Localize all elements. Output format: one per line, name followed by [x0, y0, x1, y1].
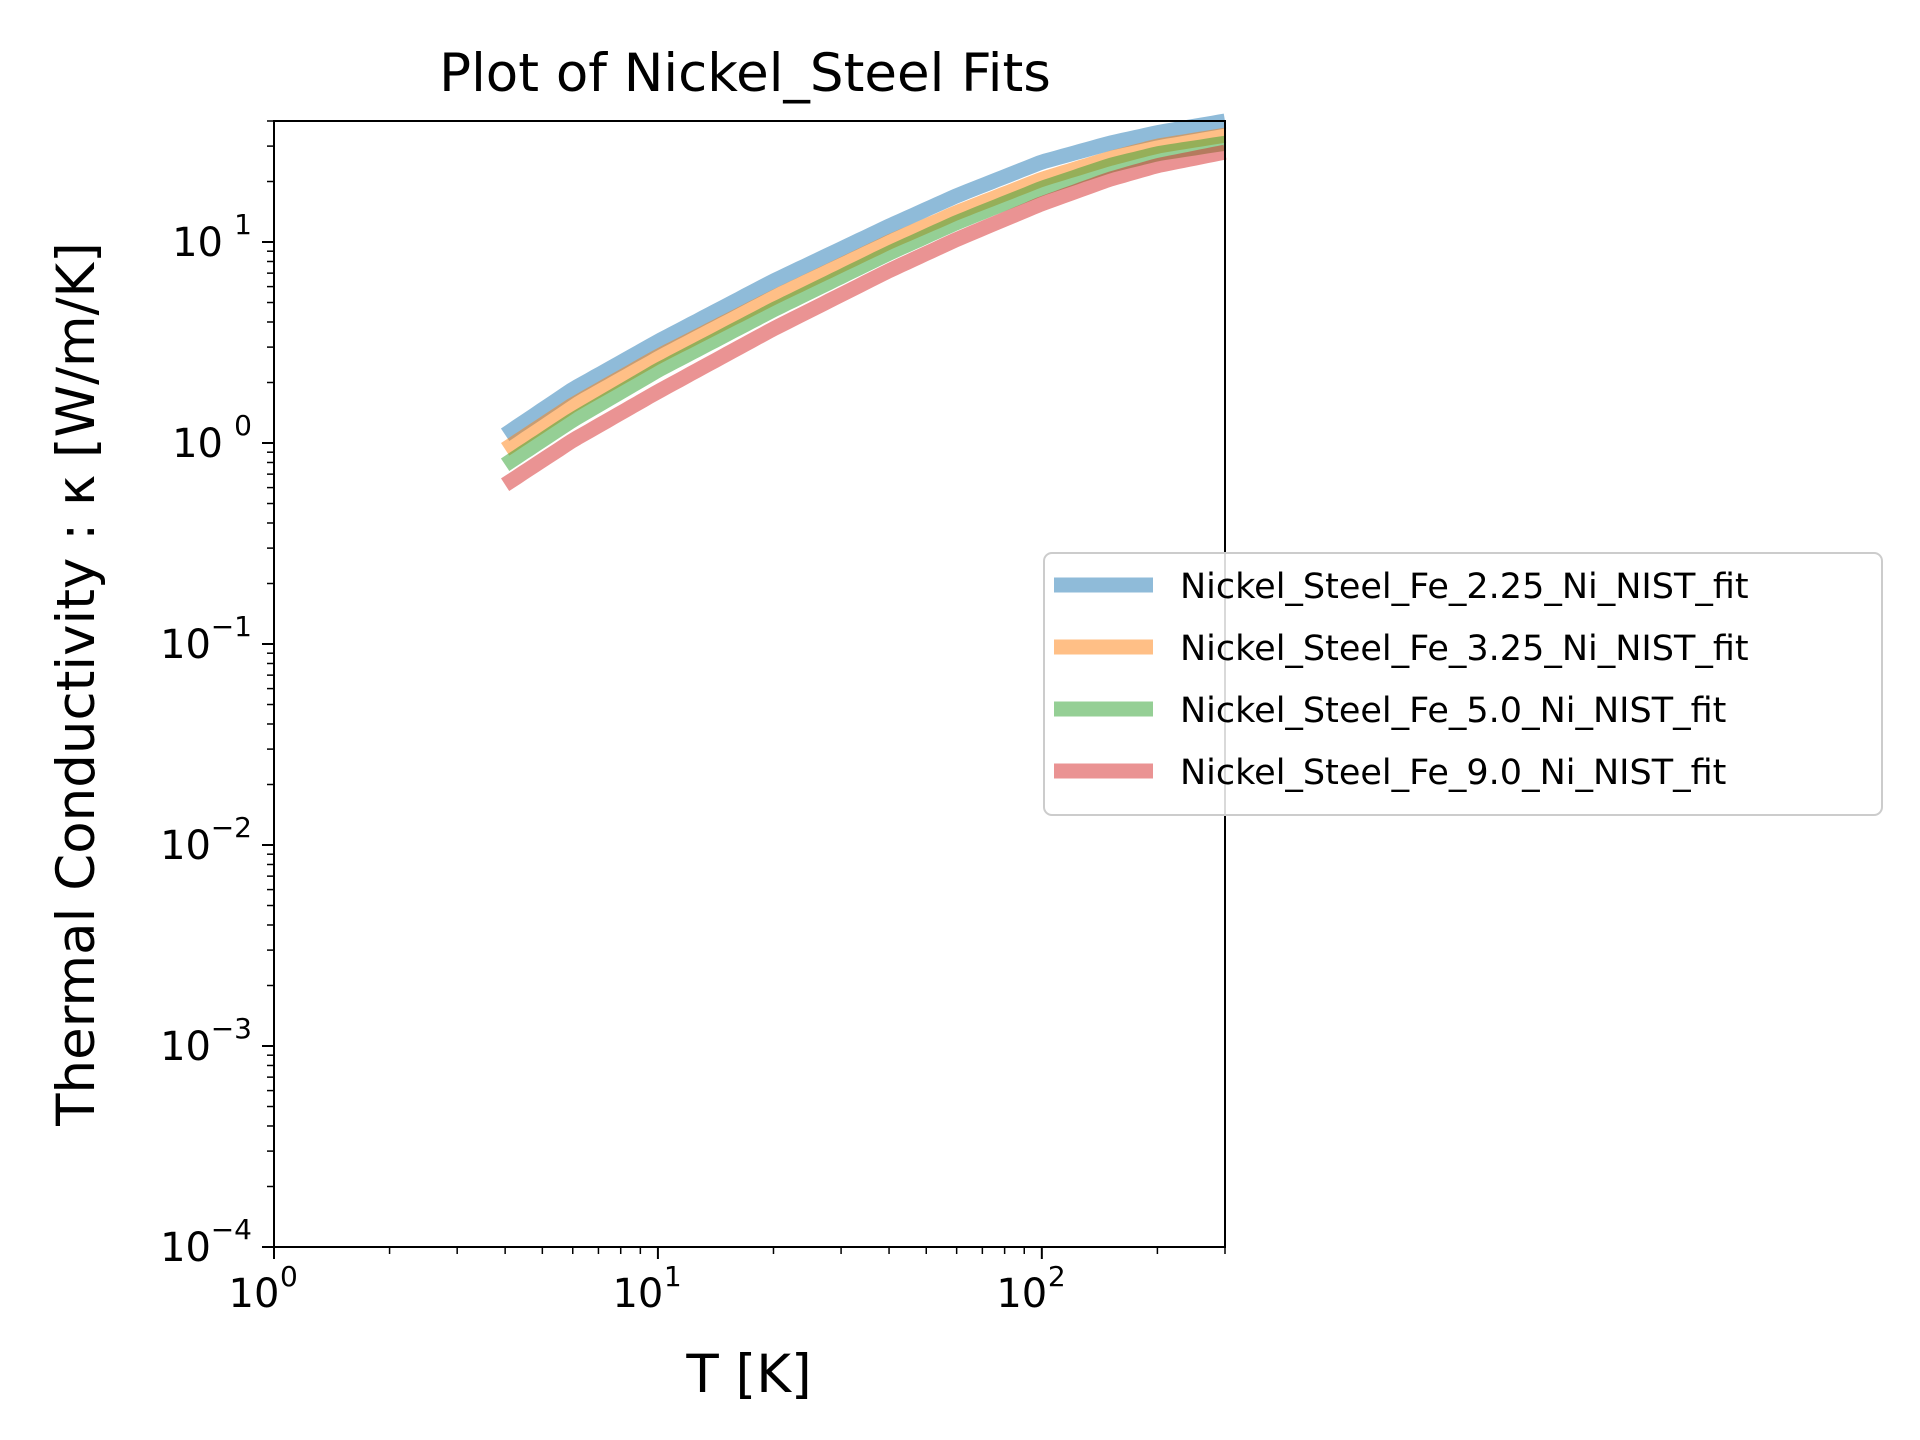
- legend: Nickel_Steel_Fe_2.25_Ni_NIST_fit Nickel_S…: [1043, 552, 1883, 816]
- y-tick-label: 10: [160, 622, 211, 668]
- chart-title: Plot of Nickel_Steel Fits: [439, 43, 1051, 104]
- y-tick-exponent: 0: [234, 409, 252, 442]
- x-axis: 10 0 10 1 10 2: [229, 1247, 1226, 1317]
- x-tick-exponent: 2: [1048, 1260, 1066, 1293]
- series-line-3: [500, 135, 1227, 471]
- y-tick-exponent: −2: [211, 811, 252, 844]
- y-tick-label: 10: [172, 220, 223, 266]
- x-tick-label: 10: [996, 1271, 1047, 1317]
- series-line-4: [501, 144, 1227, 491]
- y-tick-label: 10: [160, 1024, 211, 1070]
- y-axis-label: Thermal Conductivity : κ [W/m/K]: [46, 242, 107, 1127]
- x-tick-label: 10: [612, 1271, 663, 1317]
- x-tick-label: 10: [229, 1271, 280, 1317]
- series-layer: [500, 113, 1227, 491]
- legend-label-1: Nickel_Steel_Fe_2.25_Ni_NIST_fit: [1180, 567, 1749, 607]
- y-tick-exponent: 1: [234, 208, 252, 241]
- x-axis-label: T [K]: [685, 1344, 811, 1405]
- legend-label-3: Nickel_Steel_Fe_5.0_Ni_NIST_fit: [1180, 691, 1726, 731]
- x-tick-exponent: 0: [280, 1260, 298, 1293]
- y-tick-exponent: −3: [211, 1012, 252, 1045]
- y-tick-label: 10: [160, 1225, 211, 1271]
- legend-label-4: Nickel_Steel_Fe_9.0_Ni_NIST_fit: [1180, 753, 1726, 793]
- legend-items: Nickel_Steel_Fe_2.25_Ni_NIST_fit Nickel_S…: [1054, 567, 1749, 793]
- y-tick-exponent: −1: [211, 610, 252, 643]
- y-tick-label: 10: [172, 421, 223, 467]
- series-line-1: [500, 113, 1227, 441]
- legend-label-2: Nickel_Steel_Fe_3.25_Ni_NIST_fit: [1180, 629, 1749, 669]
- y-tick-label: 10: [160, 823, 211, 869]
- x-tick-exponent: 1: [664, 1260, 682, 1293]
- y-tick-exponent: −4: [211, 1213, 252, 1246]
- legend-box: [1043, 552, 1883, 816]
